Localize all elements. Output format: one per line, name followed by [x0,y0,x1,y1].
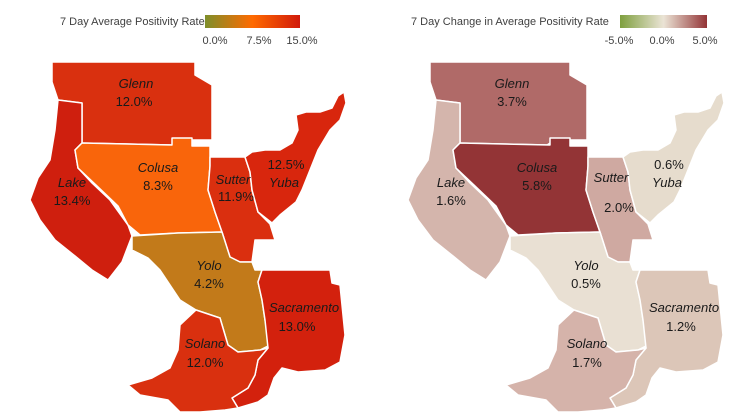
county-value-lake: 13.4% [54,193,91,208]
county-value-solano: 12.0% [187,355,224,370]
county-map: Glenn 3.7% Lake 1.6% Colusa 5.8% Sutter … [407,61,725,413]
positivity-change-map-panel: 7 Day Change in Average Positivity Rate … [375,0,751,419]
county-value-yuba: 0.6% [654,157,684,172]
county-label-sacramento: Sacramento [649,300,719,315]
legend-title: 7 Day Average Positivity Rate [60,16,205,28]
county-value-colusa: 5.8% [522,178,552,193]
county-label-sacramento: Sacramento [269,300,339,315]
county-solano[interactable] [505,309,647,413]
legend-tick-min: -5.0% [604,35,634,47]
county-value-glenn: 12.0% [116,94,153,109]
county-value-solano: 1.7% [572,355,602,370]
legend-title: 7 Day Change in Average Positivity Rate [411,16,609,28]
county-map: Glenn 12.0% Lake 13.4% Colusa 8.3% Sutte… [29,61,347,413]
county-label-solano: Solano [185,336,225,351]
county-label-sutter: Sutter [216,172,251,187]
county-label-yolo: Yolo [196,258,221,273]
legend-tick-max: 5.0% [692,35,718,47]
county-label-glenn: Glenn [495,76,530,91]
county-label-colusa: Colusa [138,160,178,175]
county-value-yolo: 0.5% [571,276,601,291]
county-value-sacramento: 13.0% [279,319,316,334]
positivity-rate-map-panel: 7 Day Average Positivity Rate 0.0% 7.5% … [0,0,375,419]
legend-tick-mid: 7.5% [246,35,272,47]
county-yuba[interactable] [244,91,347,224]
county-sacramento[interactable] [609,269,724,409]
county-label-solano: Solano [567,336,607,351]
legend-gradient-bar [620,15,707,28]
county-solano[interactable] [127,309,269,413]
county-value-yuba: 12.5% [268,157,305,172]
county-value-yolo: 4.2% [194,276,224,291]
county-value-sutter: 2.0% [604,200,634,215]
county-value-sutter: 11.9% [218,189,254,204]
legend-tick-min: 0.0% [202,35,228,47]
county-label-lake: Lake [58,175,86,190]
county-label-yuba: Yuba [269,175,299,190]
county-value-sacramento: 1.2% [666,319,696,334]
county-value-colusa: 8.3% [143,178,173,193]
county-value-glenn: 3.7% [497,94,527,109]
county-label-glenn: Glenn [119,76,154,91]
county-label-sutter: Sutter [594,170,629,185]
county-label-yolo: Yolo [573,258,598,273]
legend-tick-mid: 0.0% [649,35,675,47]
county-sacramento[interactable] [231,269,346,409]
legend-gradient-bar [205,15,300,28]
county-label-colusa: Colusa [517,160,557,175]
county-value-lake: 1.6% [436,193,466,208]
county-label-lake: Lake [437,175,465,190]
legend-tick-max: 15.0% [286,35,318,47]
county-label-yuba: Yuba [652,175,682,190]
county-yuba[interactable] [622,91,725,224]
